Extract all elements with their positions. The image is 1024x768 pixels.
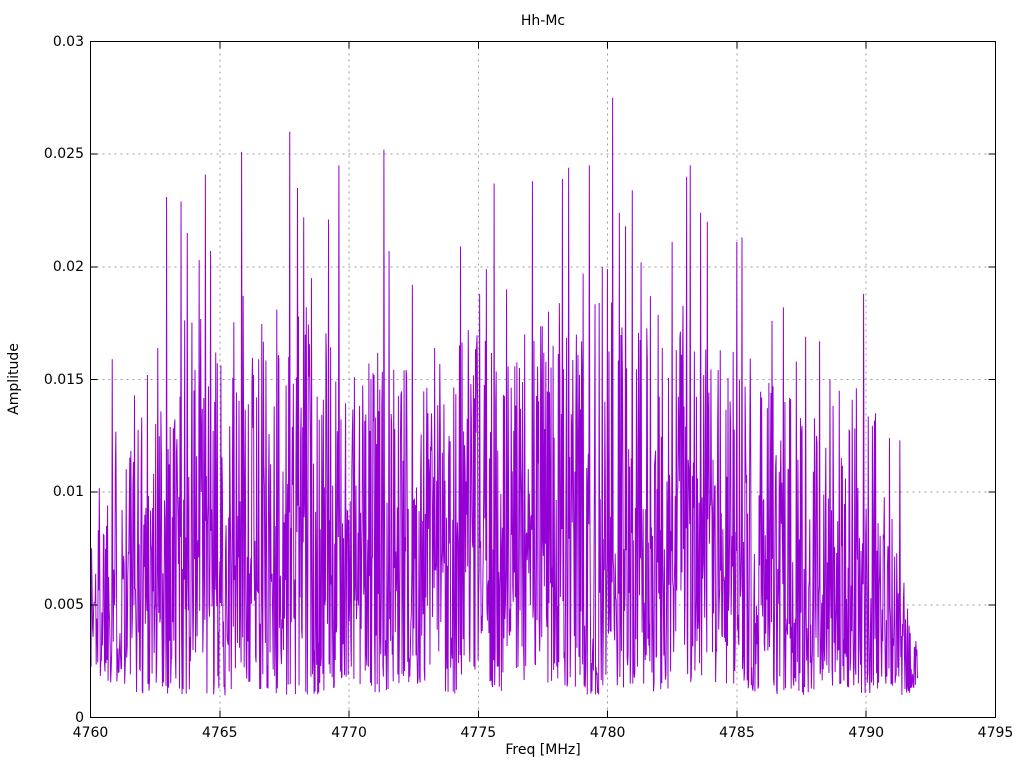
y-tick-label: 0.03 bbox=[52, 33, 84, 50]
x-tick-label: 4775 bbox=[460, 725, 497, 741]
y-tick-label: 0.005 bbox=[43, 596, 84, 613]
y-tick-label: 0.02 bbox=[52, 258, 84, 275]
chart-title: Hh-Mc bbox=[520, 13, 566, 29]
x-tick-label: 4760 bbox=[72, 725, 109, 741]
x-tick-label: 4795 bbox=[977, 725, 1014, 741]
x-axis-label: Freq [MHz] bbox=[505, 742, 581, 758]
x-tick-label: 4765 bbox=[201, 725, 238, 741]
x-tick-label: 4785 bbox=[719, 725, 755, 741]
x-tick-label: 4770 bbox=[331, 725, 367, 741]
y-tick-label: 0.01 bbox=[52, 484, 84, 501]
y-tick-label: 0.015 bbox=[43, 371, 84, 388]
x-tick-label: 4790 bbox=[848, 725, 885, 741]
y-tick-label: 0 bbox=[75, 709, 84, 726]
x-tick-label: 4780 bbox=[589, 725, 626, 741]
signal-trace bbox=[90, 97, 919, 696]
y-tick-label: 0.025 bbox=[43, 146, 84, 163]
